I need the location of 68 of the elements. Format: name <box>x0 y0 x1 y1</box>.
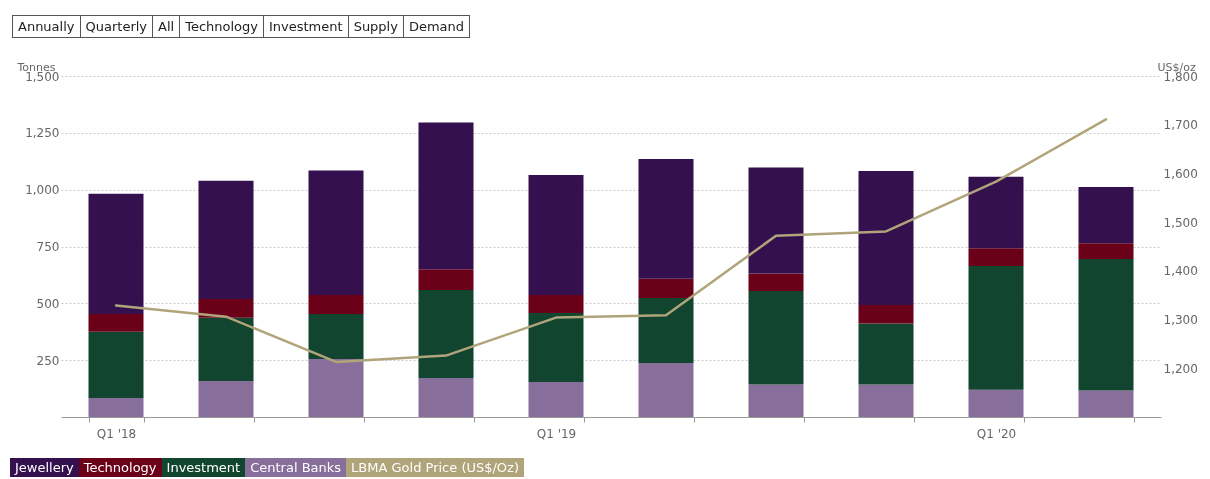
bar <box>968 176 1024 249</box>
bar <box>1078 243 1134 259</box>
text: LBMA Gold Price (US$/Oz) <box>346 458 524 477</box>
bar <box>198 180 254 300</box>
text: Annually <box>12 15 81 38</box>
bar <box>1078 259 1134 391</box>
bar <box>308 359 364 417</box>
bar <box>418 122 474 270</box>
y2-tick-label: 1,400 <box>1163 264 1198 279</box>
y2-tick-label: 1,200 <box>1163 361 1198 376</box>
y-tick-label: 1,250 <box>25 126 60 141</box>
y-tick-label: 1,500 <box>25 69 60 84</box>
y-tick-label: 500 <box>36 296 60 311</box>
y-tick-label: 1,000 <box>25 183 60 198</box>
text: Technology <box>78 458 162 477</box>
bar <box>88 314 144 332</box>
y2-tick-label: 1,500 <box>1163 215 1198 230</box>
bar <box>638 363 694 417</box>
x-tick-label: Q1 '18 <box>96 426 137 441</box>
y-tick-label: 750 <box>36 240 60 254</box>
bar <box>968 389 1024 417</box>
bar <box>638 298 694 364</box>
text: Technology <box>179 15 264 38</box>
text: Jewellery <box>10 458 79 477</box>
x-tick-label: Q1 '20 <box>976 426 1017 441</box>
bar <box>418 269 474 290</box>
bar <box>308 294 364 315</box>
bar <box>748 167 804 274</box>
bar <box>858 304 914 324</box>
bar <box>528 381 584 417</box>
bar <box>198 317 254 382</box>
bar <box>858 171 914 305</box>
bar <box>748 384 804 417</box>
text: Investment <box>161 458 246 477</box>
bar <box>638 158 694 279</box>
bar <box>418 289 474 378</box>
bar <box>1078 186 1134 244</box>
bar <box>528 312 584 382</box>
text: Quarterly <box>79 15 154 38</box>
bar <box>88 397 144 417</box>
bar <box>638 278 694 299</box>
bar <box>528 294 584 313</box>
bar <box>748 291 804 385</box>
text: Central Banks <box>245 458 347 477</box>
text: All <box>152 15 181 38</box>
bar <box>308 170 364 295</box>
bar <box>1078 390 1134 417</box>
y2-tick-label: 1,700 <box>1163 118 1198 133</box>
y-tick-label: 250 <box>36 353 60 368</box>
line-series <box>114 118 1108 364</box>
bar <box>858 384 914 417</box>
text: Investment <box>262 15 349 38</box>
y2-tick-label: 1,300 <box>1163 313 1198 328</box>
bar <box>418 377 474 417</box>
bar <box>968 248 1024 267</box>
bar <box>968 266 1024 390</box>
text: Supply <box>347 15 404 38</box>
bar <box>198 381 254 417</box>
bar <box>198 299 254 318</box>
bar <box>308 314 364 360</box>
bar <box>88 331 144 398</box>
bar <box>748 273 804 292</box>
y2-tick-label: 1,600 <box>1163 166 1198 181</box>
bar <box>858 323 914 385</box>
bar <box>528 174 584 295</box>
x-tick-label: Q1 '19 <box>536 426 577 441</box>
bar <box>88 193 144 315</box>
text: Demand <box>402 15 471 38</box>
